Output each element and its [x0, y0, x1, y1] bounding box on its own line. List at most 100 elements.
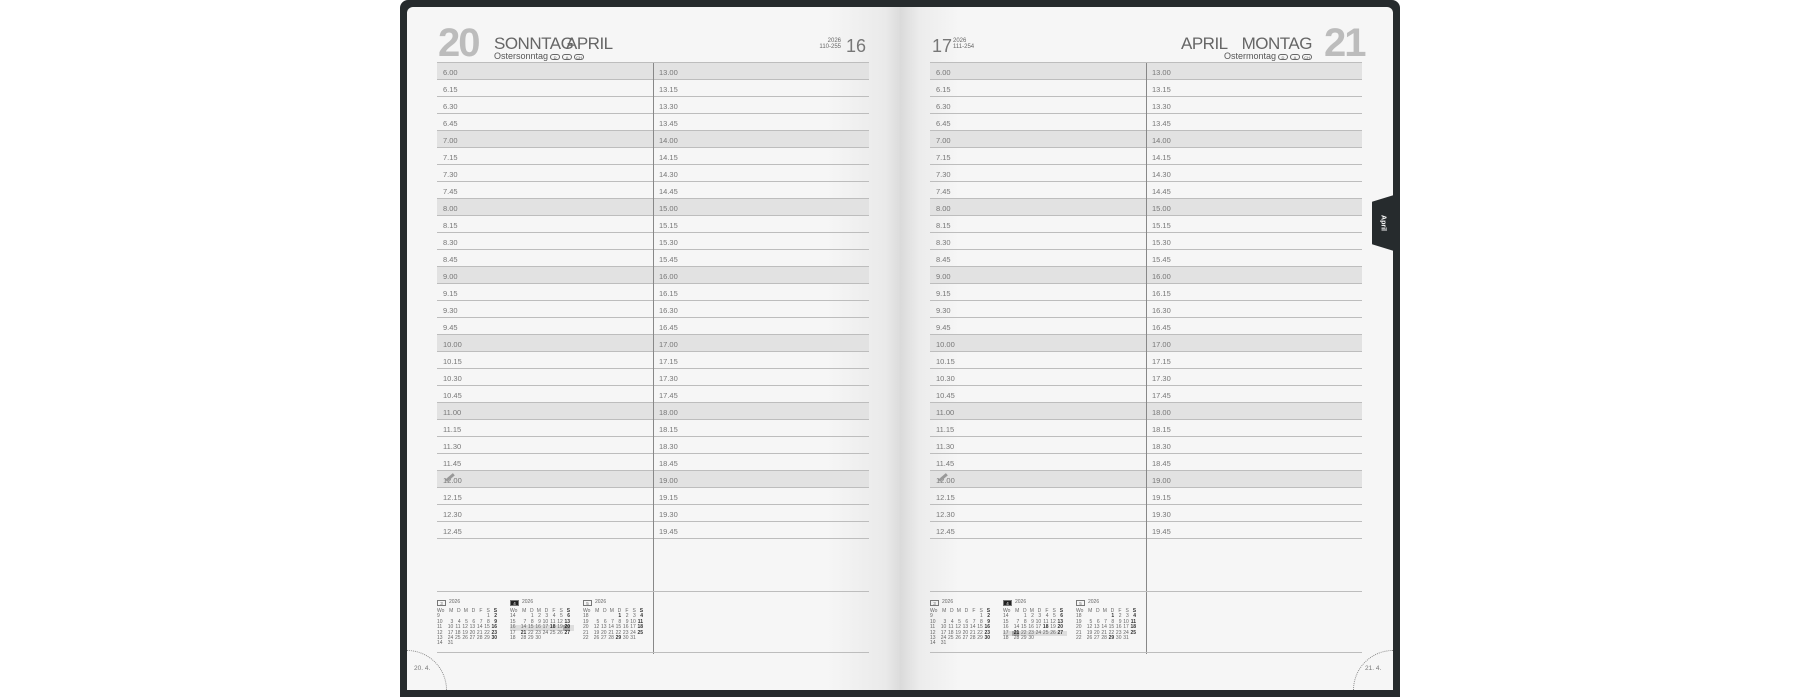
calendar-day[interactable]: 1: [1023, 613, 1027, 620]
calendar-day[interactable]: 3: [943, 618, 947, 625]
calendar-day[interactable]: 24: [630, 629, 636, 636]
calendar-day[interactable]: 21: [969, 629, 976, 636]
calendar-day[interactable]: 9: [1031, 618, 1034, 625]
calendar-day[interactable]: 29: [528, 635, 534, 642]
calendar-day[interactable]: 24: [1123, 629, 1129, 636]
calendar-day[interactable]: 6: [965, 618, 969, 625]
calendar-day[interactable]: 3: [633, 613, 636, 620]
calendar-day[interactable]: 15: [977, 624, 983, 631]
calendar-day[interactable]: 27: [1057, 629, 1064, 636]
calendar-day[interactable]: 5: [958, 618, 961, 625]
calendar-day[interactable]: 24: [940, 635, 947, 642]
calendar-day[interactable]: 8: [980, 618, 983, 625]
calendar-day[interactable]: 25: [637, 629, 644, 636]
calendar-day[interactable]: 23: [491, 629, 498, 636]
calendar-day[interactable]: 2: [538, 613, 541, 620]
calendar-day[interactable]: 13: [1057, 618, 1064, 625]
calendar-day[interactable]: 6: [1096, 618, 1100, 625]
calendar-day[interactable]: 25: [948, 635, 954, 642]
calendar-day[interactable]: 29: [977, 635, 983, 642]
calendar-day[interactable]: 7: [523, 618, 527, 625]
calendar-day[interactable]: 17: [630, 624, 636, 631]
calendar-day[interactable]: 9: [625, 618, 629, 625]
calendar-day[interactable]: 19: [557, 624, 563, 631]
calendar-day[interactable]: 17: [1035, 624, 1042, 631]
calendar-day[interactable]: 31: [630, 635, 636, 642]
calendar-day[interactable]: 8: [530, 618, 534, 625]
calendar-day[interactable]: 4: [552, 613, 556, 620]
calendar-day[interactable]: 19: [593, 629, 600, 636]
calendar-day[interactable]: 11: [1130, 618, 1137, 625]
calendar-day[interactable]: 6: [603, 618, 607, 625]
calendar-day[interactable]: 12: [593, 624, 600, 631]
calendar-day[interactable]: 23: [1115, 629, 1122, 636]
calendar-day[interactable]: 28: [608, 635, 614, 642]
calendar-day[interactable]: 16: [1115, 624, 1122, 631]
calendar-day[interactable]: 15: [484, 624, 490, 631]
calendar-day[interactable]: 10: [630, 618, 636, 625]
calendar-day[interactable]: 8: [1111, 618, 1115, 625]
calendar-day[interactable]: 8: [618, 618, 622, 625]
calendar-day[interactable]: 2: [625, 613, 629, 620]
calendar-day[interactable]: 27: [564, 629, 571, 636]
calendar-day[interactable]: 2: [1118, 613, 1122, 620]
calendar-day[interactable]: 1: [1111, 613, 1115, 620]
calendar-day[interactable]: 12: [1086, 624, 1093, 631]
calendar-day[interactable]: 21: [520, 629, 527, 636]
calendar-day[interactable]: 24: [542, 629, 549, 636]
calendar-day[interactable]: 23: [984, 629, 991, 636]
calendar-day[interactable]: 31: [1123, 635, 1129, 642]
calendar-day[interactable]: 7: [972, 618, 976, 625]
calendar-day[interactable]: 18: [1042, 624, 1049, 631]
calendar-day[interactable]: 13: [962, 624, 969, 631]
calendar-day[interactable]: 16: [622, 624, 629, 631]
calendar-day[interactable]: 1: [618, 613, 622, 620]
calendar-day[interactable]: 6: [472, 618, 476, 625]
calendar-day[interactable]: 16: [491, 624, 498, 631]
calendar-day[interactable]: 10: [1123, 618, 1129, 625]
calendar-day[interactable]: 30: [1115, 635, 1122, 642]
calendar-day[interactable]: 10: [447, 624, 454, 631]
calendar-day[interactable]: 2: [987, 613, 991, 620]
calendar-day[interactable]: 22: [484, 629, 490, 636]
calendar-day[interactable]: 16: [984, 624, 991, 631]
calendar-day[interactable]: 24: [1035, 629, 1042, 636]
calendar-day[interactable]: 3: [450, 618, 454, 625]
month-tab[interactable]: April: [1372, 195, 1394, 251]
calendar-day[interactable]: 26: [1086, 635, 1093, 642]
calendar-day[interactable]: 29: [1108, 635, 1115, 642]
calendar-day[interactable]: 6: [567, 613, 571, 620]
calendar-day[interactable]: 28: [969, 635, 976, 642]
calendar-day[interactable]: 17: [542, 624, 549, 631]
calendar-day[interactable]: 12: [1050, 618, 1056, 625]
calendar-day[interactable]: 22: [1021, 629, 1027, 636]
calendar-day[interactable]: 26: [557, 629, 563, 636]
calendar-day[interactable]: 16: [1028, 624, 1034, 631]
calendar-day[interactable]: 4: [640, 613, 644, 620]
calendar-day[interactable]: 26: [462, 635, 468, 642]
calendar-day[interactable]: 28: [476, 635, 483, 642]
calendar-day[interactable]: 18: [549, 624, 556, 631]
calendar-day[interactable]: 28: [1013, 635, 1020, 642]
calendar-day[interactable]: 13: [1094, 624, 1100, 631]
calendar-day[interactable]: 4: [1045, 613, 1049, 620]
calendar-day[interactable]: 25: [549, 629, 556, 636]
calendar-day[interactable]: 22: [615, 629, 622, 636]
calendar-day[interactable]: 26: [955, 635, 961, 642]
calendar-day[interactable]: 28: [1101, 635, 1107, 642]
calendar-day[interactable]: 11: [1043, 618, 1049, 625]
calendar-day[interactable]: 26: [593, 635, 600, 642]
calendar-day[interactable]: 29: [484, 635, 490, 642]
calendar-day[interactable]: 17: [447, 629, 454, 636]
calendar-day[interactable]: 25: [455, 635, 461, 642]
calendar-day[interactable]: 19: [462, 629, 468, 636]
calendar-day[interactable]: 11: [948, 624, 954, 631]
calendar-day[interactable]: 14: [969, 624, 976, 631]
calendar-day[interactable]: 27: [1094, 635, 1100, 642]
calendar-day[interactable]: 17: [1123, 624, 1129, 631]
calendar-day[interactable]: 2: [494, 613, 498, 620]
calendar-day[interactable]: 1: [980, 613, 983, 620]
calendar-day[interactable]: 28: [520, 635, 527, 642]
calendar-day[interactable]: 7: [479, 618, 483, 625]
calendar-day[interactable]: 9: [538, 618, 541, 625]
